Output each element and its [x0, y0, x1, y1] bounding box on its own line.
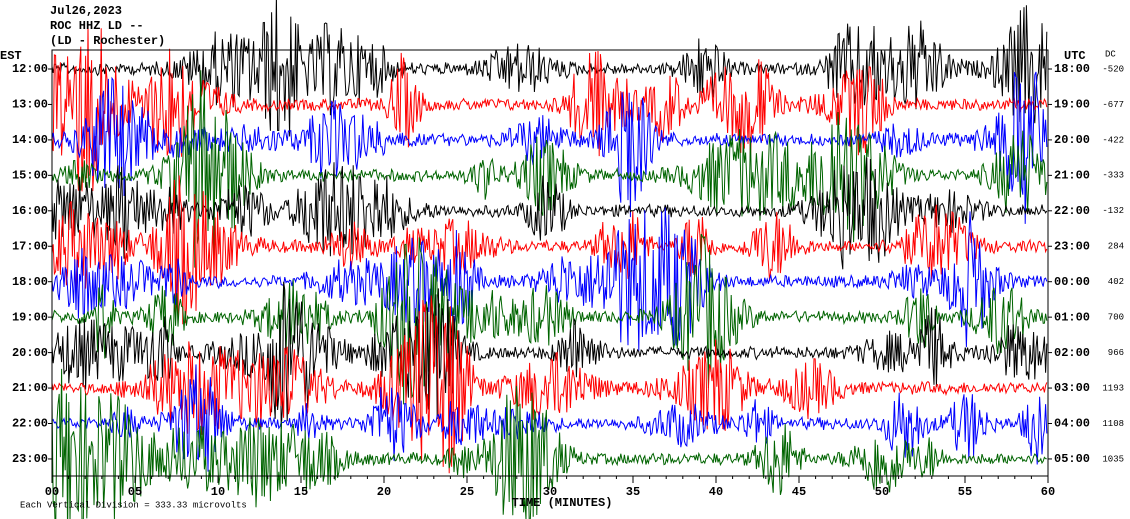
- dc-value: -422: [1102, 135, 1124, 145]
- est-label: 19:00: [12, 310, 48, 324]
- utc-label: 23:00: [1054, 239, 1090, 253]
- x-tick-label: 10: [211, 485, 225, 499]
- x-tick-label: 60: [1041, 485, 1055, 499]
- utc-label: 19:00: [1054, 98, 1090, 112]
- trace: [51, 175, 1048, 325]
- trace: [51, 207, 1048, 351]
- x-tick-label: 00: [45, 485, 59, 499]
- est-label: 15:00: [12, 169, 48, 183]
- est-label: 21:00: [12, 381, 48, 395]
- utc-label: 21:00: [1054, 169, 1090, 183]
- trace: [51, 70, 1048, 268]
- utc-label: 00:00: [1054, 275, 1090, 289]
- est-label: 22:00: [12, 417, 48, 431]
- dc-value: 700: [1108, 313, 1124, 323]
- trace: [51, 71, 1048, 224]
- x-axis-label: TIME (MINUTES): [512, 496, 613, 510]
- dc-value: -677: [1102, 100, 1124, 110]
- trace: [51, 0, 1048, 137]
- dc-value: 1193: [1102, 383, 1124, 393]
- utc-label: 22:00: [1054, 204, 1090, 218]
- utc-label: 02:00: [1054, 346, 1090, 360]
- utc-label: 01:00: [1054, 310, 1090, 324]
- utc-label: 05:00: [1054, 452, 1090, 466]
- dc-value: 284: [1108, 242, 1124, 252]
- x-tick-label: 20: [377, 485, 391, 499]
- trace: [51, 295, 1048, 474]
- est-label: 20:00: [12, 346, 48, 360]
- dc-value: -333: [1102, 171, 1124, 181]
- subtitle: ROC HHZ LD --: [50, 19, 144, 33]
- utc-label: 04:00: [1054, 417, 1090, 431]
- est-label: 12:00: [12, 62, 48, 76]
- utc-label: 20:00: [1054, 133, 1090, 147]
- dc-label: DC: [1105, 49, 1116, 59]
- x-tick-label: 30: [543, 485, 557, 499]
- est-label: 18:00: [12, 275, 48, 289]
- trace: [51, 368, 1047, 519]
- dc-value: -520: [1102, 64, 1124, 74]
- dc-value: -132: [1102, 206, 1124, 216]
- x-tick-label: 35: [626, 485, 640, 499]
- traces: [51, 0, 1048, 519]
- title: Jul26,2023: [50, 4, 122, 18]
- trace: [51, 233, 1048, 405]
- dc-value: 966: [1108, 348, 1124, 358]
- est-label: 16:00: [12, 204, 48, 218]
- x-tick-label: 05: [128, 485, 142, 499]
- x-tick-label: 55: [958, 485, 972, 499]
- trace: [51, 157, 1048, 270]
- est-label: 17:00: [12, 239, 48, 253]
- dc-value: 402: [1108, 277, 1124, 287]
- left-axis-label: EST: [0, 49, 22, 63]
- dc-value: 1035: [1102, 454, 1124, 464]
- utc-label: 03:00: [1054, 381, 1090, 395]
- trace: [51, 364, 1048, 472]
- station: (LD - Rochester): [50, 34, 165, 48]
- x-tick-label: 15: [294, 485, 308, 499]
- dc-value: 1108: [1102, 419, 1124, 429]
- x-tick-label: 40: [709, 485, 723, 499]
- est-label: 13:00: [12, 98, 48, 112]
- footnote: Each Vertical Division = 333.33 microvol…: [20, 500, 247, 510]
- right-axis-label: UTC: [1064, 49, 1086, 63]
- utc-label: 18:00: [1054, 62, 1090, 76]
- est-label: 14:00: [12, 133, 48, 147]
- trace: [51, 22, 1048, 192]
- est-label: 23:00: [12, 452, 48, 466]
- trace: [51, 281, 1048, 429]
- x-tick-label: 50: [875, 485, 889, 499]
- x-tick-label: 45: [792, 485, 806, 499]
- x-tick-label: 25: [460, 485, 474, 499]
